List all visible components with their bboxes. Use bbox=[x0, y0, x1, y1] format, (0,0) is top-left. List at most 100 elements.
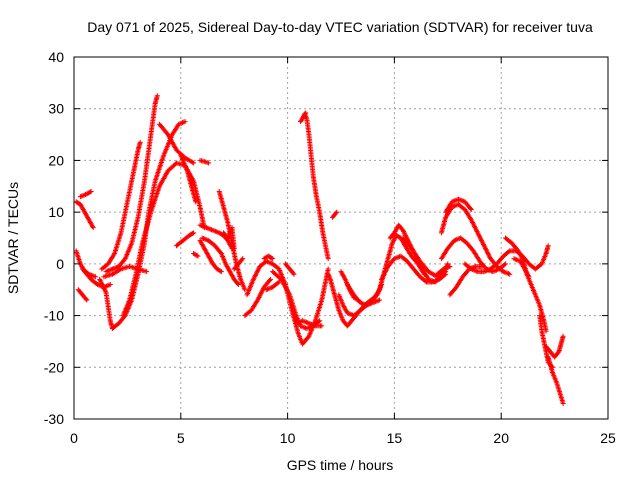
series-arc28 bbox=[293, 318, 325, 329]
plus-marker bbox=[137, 139, 143, 145]
series-arc2 bbox=[77, 188, 94, 200]
series-arc13 bbox=[197, 157, 212, 166]
y-tick-label: -30 bbox=[44, 411, 64, 427]
grid bbox=[74, 57, 608, 419]
series-arc29 bbox=[300, 111, 331, 262]
series-arc25 bbox=[263, 279, 282, 293]
series-arc31 bbox=[329, 209, 340, 220]
plus-marker bbox=[501, 262, 507, 268]
plus-marker bbox=[269, 255, 275, 261]
plus-marker bbox=[84, 297, 90, 303]
series-arc14 bbox=[174, 230, 197, 249]
series-arc21 bbox=[231, 256, 246, 272]
plus-marker bbox=[240, 256, 246, 262]
plus-marker bbox=[194, 252, 200, 258]
series-arc5 bbox=[80, 266, 98, 280]
plus-marker bbox=[144, 269, 150, 275]
plus-marker bbox=[235, 281, 241, 287]
y-tick-label: 30 bbox=[48, 101, 64, 117]
plus-marker bbox=[206, 160, 212, 166]
x-tick-label: 20 bbox=[493, 430, 509, 446]
plus-marker bbox=[316, 319, 322, 325]
x-tick-label: 5 bbox=[177, 430, 185, 446]
plus-marker bbox=[195, 253, 201, 259]
y-tick-label: -10 bbox=[44, 308, 64, 324]
plus-marker bbox=[376, 297, 382, 303]
series-arc46 bbox=[537, 313, 555, 370]
series-arc48 bbox=[545, 354, 566, 406]
plus-marker bbox=[290, 270, 296, 276]
plus-marker bbox=[325, 256, 331, 262]
series-arc17 bbox=[197, 238, 224, 275]
plus-marker bbox=[235, 282, 241, 288]
series-arc18 bbox=[199, 235, 241, 288]
series-arc4 bbox=[75, 287, 90, 303]
series-arc12 bbox=[178, 152, 199, 205]
x-tick-label: 15 bbox=[387, 430, 403, 446]
series-arc49 bbox=[511, 256, 532, 280]
plus-marker bbox=[333, 210, 339, 216]
plus-marker bbox=[217, 249, 223, 255]
y-axis-label: SDTVAR / TECUs bbox=[5, 182, 21, 294]
plus-marker bbox=[242, 287, 248, 293]
plus-marker bbox=[268, 276, 274, 282]
series-arc6 bbox=[97, 119, 188, 331]
x-tick-label: 0 bbox=[70, 430, 78, 446]
series-arc41 bbox=[443, 196, 474, 215]
plus-marker bbox=[121, 257, 127, 263]
series-arc24 bbox=[261, 253, 276, 262]
plus-marker bbox=[191, 230, 197, 236]
y-tick-label: 40 bbox=[48, 49, 64, 65]
series-arc43 bbox=[447, 263, 485, 298]
plus-marker bbox=[502, 261, 508, 267]
plus-marker bbox=[305, 334, 311, 340]
series-arc47 bbox=[543, 333, 566, 360]
plus-marker bbox=[506, 249, 512, 255]
plus-marker bbox=[107, 282, 113, 288]
axis-ticks: 0 5 10 15 20 25 -30 -20 -10 0 10 20 30 40 bbox=[44, 49, 616, 446]
plus-marker bbox=[325, 266, 331, 272]
plus-marker bbox=[270, 256, 276, 262]
plus-marker bbox=[90, 225, 96, 231]
series-arc8 bbox=[103, 93, 160, 275]
data-marks bbox=[73, 93, 566, 406]
series-arc22 bbox=[242, 276, 274, 319]
plus-marker bbox=[545, 243, 551, 249]
x-tick-label: 10 bbox=[280, 430, 296, 446]
series-arc20 bbox=[221, 225, 237, 251]
y-tick-label: 20 bbox=[48, 152, 64, 168]
series-arc11 bbox=[156, 121, 197, 166]
plus-marker bbox=[317, 318, 323, 324]
series-arc45 bbox=[502, 235, 549, 334]
plus-marker bbox=[334, 209, 340, 215]
plus-marker bbox=[231, 245, 237, 251]
plus-marker bbox=[218, 269, 224, 275]
series-arc44 bbox=[462, 243, 551, 275]
plus-marker bbox=[83, 296, 89, 302]
plus-marker bbox=[191, 160, 197, 166]
plus-marker bbox=[190, 230, 196, 236]
plus-marker bbox=[507, 271, 513, 277]
plus-marker bbox=[543, 328, 549, 334]
plus-marker bbox=[467, 205, 473, 211]
plus-marker bbox=[468, 207, 474, 213]
plus-marker bbox=[87, 189, 93, 195]
x-tick-label: 25 bbox=[600, 430, 616, 446]
y-tick-label: 0 bbox=[56, 256, 64, 272]
plus-marker bbox=[182, 119, 188, 125]
plus-marker bbox=[479, 263, 485, 269]
plus-marker bbox=[526, 274, 532, 280]
plus-marker bbox=[275, 280, 281, 286]
series-arc36 bbox=[379, 253, 449, 285]
plus-marker bbox=[239, 257, 245, 263]
series-arc30 bbox=[297, 110, 309, 125]
series-arc33 bbox=[336, 292, 382, 319]
y-tick-label: -20 bbox=[44, 359, 64, 375]
plus-marker bbox=[560, 333, 566, 339]
plus-marker bbox=[193, 199, 199, 205]
series-arc15 bbox=[191, 251, 201, 259]
x-axis-label: GPS time / hours bbox=[287, 457, 394, 473]
plus-marker bbox=[154, 93, 160, 99]
plus-marker bbox=[303, 110, 309, 116]
series-arc7 bbox=[99, 139, 143, 272]
